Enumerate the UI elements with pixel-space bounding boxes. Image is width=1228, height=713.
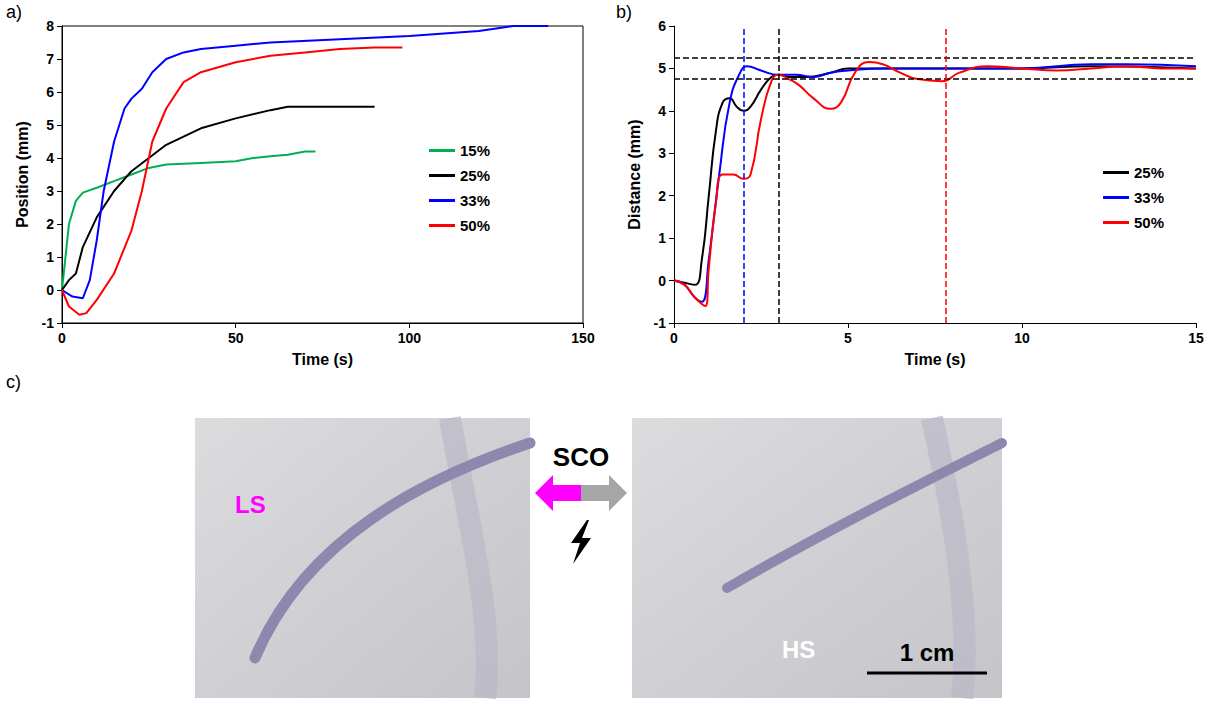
svg-text:2: 2 — [46, 216, 54, 232]
svg-text:1 cm: 1 cm — [900, 639, 955, 666]
svg-text:1: 1 — [46, 249, 54, 265]
svg-text:3: 3 — [658, 145, 666, 161]
svg-text:10: 10 — [1014, 330, 1030, 346]
svg-text:50: 50 — [228, 330, 244, 346]
html-text:c): c) — [6, 372, 21, 392]
svg-text:150: 150 — [571, 330, 595, 346]
svg-text:HS: HS — [782, 636, 815, 663]
svg-text:6: 6 — [46, 84, 54, 100]
svg-text:6: 6 — [658, 18, 666, 34]
svg-text:25%: 25% — [460, 167, 490, 184]
svg-text:5: 5 — [46, 117, 54, 133]
svg-text:50%: 50% — [1134, 214, 1164, 231]
svg-text:Distance (mm): Distance (mm) — [626, 119, 643, 229]
svg-text:1: 1 — [658, 230, 666, 246]
svg-text:3: 3 — [46, 183, 54, 199]
svg-text:-1: -1 — [42, 315, 55, 331]
svg-text:0: 0 — [58, 330, 66, 346]
html-text:a): a) — [6, 2, 22, 22]
svg-text:15%: 15% — [460, 142, 490, 159]
svg-text:0: 0 — [46, 282, 54, 298]
svg-text:0: 0 — [658, 273, 666, 289]
html-text:b): b) — [616, 2, 632, 22]
svg-text:5: 5 — [658, 60, 666, 76]
svg-text:Time (s): Time (s) — [292, 351, 353, 368]
svg-text:-1: -1 — [654, 315, 667, 331]
svg-text:4: 4 — [658, 103, 666, 119]
svg-text:0: 0 — [670, 330, 678, 346]
svg-text:7: 7 — [46, 51, 54, 67]
svg-text:15: 15 — [1188, 330, 1204, 346]
svg-text:33%: 33% — [1134, 189, 1164, 206]
svg-text:5: 5 — [844, 330, 852, 346]
svg-text:2: 2 — [658, 188, 666, 204]
svg-text:25%: 25% — [1134, 164, 1164, 181]
svg-text:LS: LS — [235, 491, 266, 518]
svg-text:4: 4 — [46, 150, 54, 166]
svg-text:Position (mm): Position (mm) — [14, 121, 31, 228]
svg-text:33%: 33% — [460, 192, 490, 209]
svg-text:Time (s): Time (s) — [904, 351, 965, 368]
svg-text:8: 8 — [46, 18, 54, 34]
svg-text:50%: 50% — [460, 217, 490, 234]
svg-text:SCO: SCO — [553, 442, 609, 472]
svg-text:100: 100 — [398, 330, 422, 346]
